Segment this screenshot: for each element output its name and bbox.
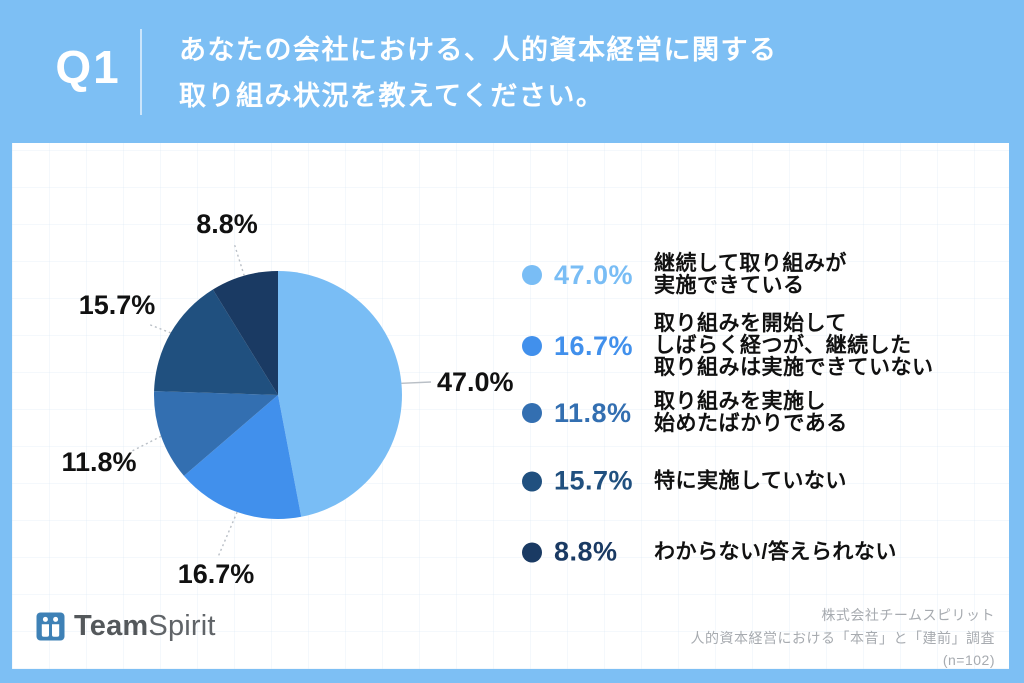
teamspirit-logo-icon xyxy=(36,612,65,640)
leader-line xyxy=(147,323,171,334)
legend-percent: 11.8% xyxy=(554,397,632,428)
legend-label: 取り組みを開始して しばらく経つが、継続した 取り組みは実施できていない xyxy=(654,312,934,379)
source-line-sample-size: (n=102) xyxy=(942,652,995,668)
question-header: Q1 あなたの会社における、人的資本経営に関する 取り組み状況を教えてください。 xyxy=(0,0,1024,143)
legend-dot-icon xyxy=(522,336,542,356)
logo-spirit-text: Spirit xyxy=(148,609,216,642)
legend-dot-icon xyxy=(522,265,542,285)
legend-percent: 47.0% xyxy=(554,259,634,290)
question-text: あなたの会社における、人的資本経営に関する 取り組み状況を教えてください。 xyxy=(179,27,778,119)
pie-chart: 47.0% 16.7% 11.8% 15.7% 8.8% xyxy=(61,209,514,589)
legend-dot-icon xyxy=(522,471,542,491)
pie-slice-percent-label: 15.7% xyxy=(79,290,156,320)
legend-label: 特に実施していない xyxy=(654,469,847,492)
leader-line xyxy=(217,511,238,558)
legend-percent: 8.8% xyxy=(554,536,618,567)
pie-slice-percent-label: 16.7% xyxy=(178,559,255,589)
legend-dot-icon xyxy=(522,403,542,423)
pie-slice xyxy=(212,271,278,395)
source-line-survey: 人的資本経営における「本音」と「建前」調査 xyxy=(690,629,995,646)
leader-line xyxy=(401,381,432,384)
pie-slice xyxy=(153,391,278,476)
leader-line xyxy=(233,242,245,276)
question-line-2: 取り組み状況を教えてください。 xyxy=(179,81,605,111)
teamspirit-logo-text: TeamSpirit xyxy=(74,610,216,643)
legend-item: 47.0% 継続して取り組みが 実施できている xyxy=(522,253,847,297)
legend-item: 16.7% 取り組みを開始して しばらく経つが、継続した 取り組みは実施できてい… xyxy=(522,313,934,379)
pie-slice xyxy=(154,289,278,395)
pie-slice-percent-label: 47.0% xyxy=(437,367,514,397)
logo-team-text: Team xyxy=(74,609,149,642)
source-line-company: 株式会社チームスピリット xyxy=(821,607,995,623)
legend-percent: 15.7% xyxy=(554,465,634,496)
pie-slice xyxy=(183,395,302,519)
pie-slice-percent-label: 8.8% xyxy=(196,209,258,239)
pie-slice xyxy=(278,271,402,517)
source-attribution: 株式会社チームスピリット 人的資本経営における「本音」と「建前」調査 (n=10… xyxy=(691,604,996,672)
question-line-1: あなたの会社における、人的資本経営に関する xyxy=(179,35,778,65)
question-number: Q1 xyxy=(55,41,121,93)
header-divider xyxy=(140,29,142,115)
legend-label: 取り組みを実施し 始めたばかりである xyxy=(654,390,848,435)
chart-card: 47.0% 16.7% 11.8% 15.7% 8.8% 47.0% 継続して取り組みが… xyxy=(12,143,1009,669)
legend-item: 15.7% 特に実施していない xyxy=(522,466,847,497)
legend-label: 継続して取り組みが 実施できている xyxy=(654,252,847,297)
teamspirit-logo: TeamSpirit xyxy=(36,609,216,643)
legend-item: 8.8% わからない/答えられない xyxy=(522,537,897,568)
pie-slice-percent-label: 11.8% xyxy=(61,447,136,477)
legend-item: 11.8% 取り組みを実施し 始めたばかりである xyxy=(522,391,848,435)
leader-line xyxy=(131,435,162,452)
legend-percent: 16.7% xyxy=(554,330,634,361)
legend-label: わからない/答えられない xyxy=(654,540,897,563)
legend-dot-icon xyxy=(522,542,542,562)
